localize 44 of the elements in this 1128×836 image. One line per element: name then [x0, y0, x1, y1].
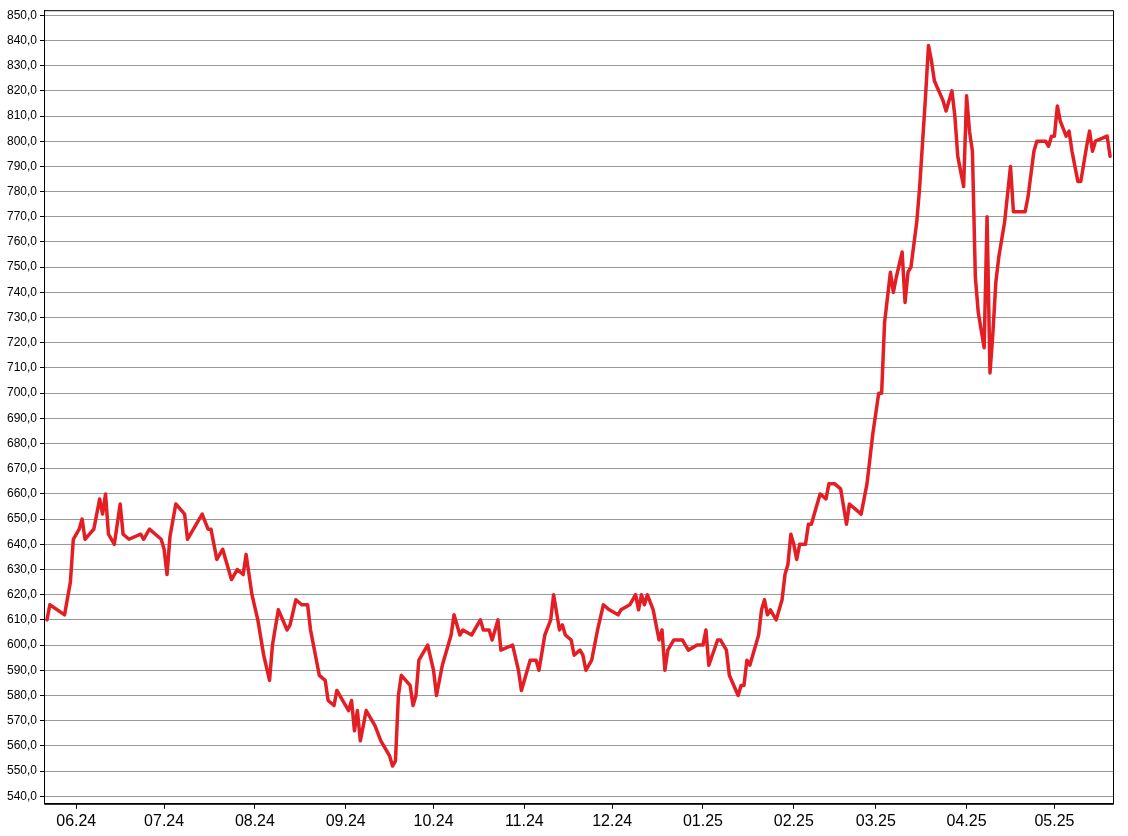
- y-tick-label: 600,0: [7, 637, 38, 652]
- y-tick-label: 760,0: [7, 234, 38, 249]
- y-tick-label: 710,0: [7, 360, 38, 375]
- y-tick-label: 820,0: [7, 83, 38, 98]
- x-tick-label: 05.25: [1034, 811, 1075, 829]
- y-tick-label: 620,0: [7, 587, 38, 602]
- y-tick-label: 740,0: [7, 284, 38, 299]
- x-tick-label: 03.25: [855, 811, 896, 829]
- x-tick-label: 02.25: [773, 811, 814, 829]
- x-tick-label: 11.24: [504, 811, 544, 829]
- x-tick-label: 10.24: [413, 811, 454, 829]
- x-tick-label: 12.24: [592, 811, 633, 829]
- y-tick-label: 610,0: [7, 612, 38, 627]
- y-tick-label: 700,0: [7, 385, 38, 400]
- y-tick-label: 590,0: [7, 662, 38, 677]
- x-tick-label: 09.24: [325, 811, 366, 829]
- y-tick-label: 650,0: [7, 511, 38, 526]
- y-tick-label: 560,0: [7, 738, 38, 753]
- y-tick-label: 570,0: [7, 712, 38, 727]
- y-tick-label: 750,0: [7, 259, 38, 274]
- y-tick-label: 540,0: [7, 788, 38, 803]
- y-tick-label: 680,0: [7, 435, 38, 450]
- y-tick-label: 840,0: [7, 32, 38, 47]
- x-tick-label: 07.24: [144, 811, 185, 829]
- y-tick-label: 800,0: [7, 133, 38, 148]
- y-tick-label: 580,0: [7, 687, 38, 702]
- y-tick-label: 630,0: [7, 561, 38, 576]
- y-tick-label: 830,0: [7, 57, 38, 72]
- y-tick-label: 640,0: [7, 536, 38, 551]
- x-tick-label: 01.25: [682, 811, 724, 829]
- y-tick-label: 670,0: [7, 461, 38, 476]
- y-tick-label: 780,0: [7, 183, 38, 198]
- y-tick-label: 850,0: [7, 7, 38, 22]
- y-tick-label: 720,0: [7, 335, 38, 350]
- x-tick-label: 06.24: [56, 811, 97, 829]
- y-tick-label: 690,0: [7, 410, 38, 425]
- y-tick-label: 810,0: [7, 108, 38, 123]
- y-tick-label: 730,0: [7, 309, 38, 324]
- y-tick-label: 550,0: [7, 763, 38, 778]
- x-tick-label: 04.25: [946, 811, 987, 829]
- x-tick-label: 08.24: [234, 811, 276, 829]
- y-tick-label: 790,0: [7, 158, 38, 173]
- y-tick-label: 660,0: [7, 486, 38, 501]
- y-tick-label: 770,0: [7, 209, 38, 224]
